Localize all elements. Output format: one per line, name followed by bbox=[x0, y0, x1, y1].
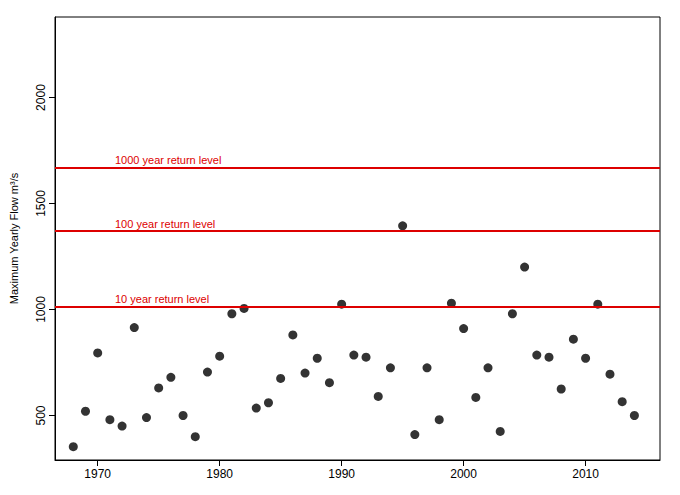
svg-text:1000 year return level: 1000 year return level bbox=[115, 154, 221, 166]
svg-text:500: 500 bbox=[34, 405, 48, 425]
svg-text:1990: 1990 bbox=[328, 467, 355, 481]
svg-text:2010: 2010 bbox=[572, 467, 599, 481]
svg-text:Maximum Yearly Flow m³/s: Maximum Yearly Flow m³/s bbox=[8, 172, 20, 304]
svg-text:1000: 1000 bbox=[34, 296, 48, 323]
svg-text:1500: 1500 bbox=[34, 190, 48, 217]
svg-text:10 year return level: 10 year return level bbox=[115, 293, 209, 305]
svg-text:2000: 2000 bbox=[34, 84, 48, 111]
svg-text:100 year return level: 100 year return level bbox=[115, 218, 215, 230]
svg-text:1980: 1980 bbox=[206, 467, 233, 481]
svg-text:1970: 1970 bbox=[84, 467, 111, 481]
svg-text:2000: 2000 bbox=[450, 467, 477, 481]
